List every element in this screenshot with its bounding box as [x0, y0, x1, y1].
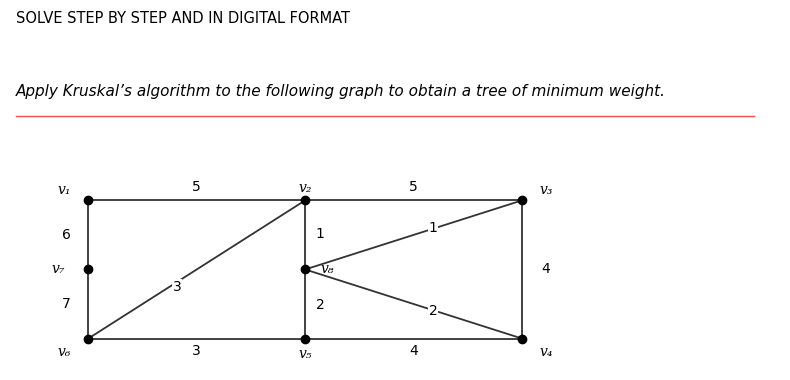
Text: 4: 4	[541, 263, 551, 277]
Text: 5: 5	[192, 179, 201, 193]
Text: 4: 4	[409, 344, 418, 358]
Text: v₈: v₈	[320, 263, 333, 277]
Text: 2: 2	[429, 304, 438, 318]
Text: 7: 7	[62, 297, 71, 311]
Text: v₃: v₃	[539, 183, 553, 197]
Text: 2: 2	[316, 298, 325, 312]
Text: SOLVE STEP BY STEP AND IN DIGITAL FORMAT: SOLVE STEP BY STEP AND IN DIGITAL FORMAT	[16, 11, 350, 26]
Text: 6: 6	[62, 228, 71, 242]
Text: v₁: v₁	[58, 183, 71, 197]
Text: v₅: v₅	[299, 347, 312, 361]
Text: 3: 3	[173, 280, 182, 294]
Text: v₄: v₄	[539, 345, 553, 359]
Text: 1: 1	[316, 226, 325, 241]
Text: v₂: v₂	[299, 181, 312, 195]
Text: 5: 5	[409, 179, 418, 193]
Text: v₆: v₆	[58, 345, 71, 359]
Text: 1: 1	[429, 221, 438, 235]
Text: Apply Kruskal’s algorithm to the following graph to obtain a tree of minimum wei: Apply Kruskal’s algorithm to the followi…	[16, 84, 666, 98]
Text: v₇: v₇	[51, 263, 65, 277]
Text: 3: 3	[192, 344, 201, 358]
